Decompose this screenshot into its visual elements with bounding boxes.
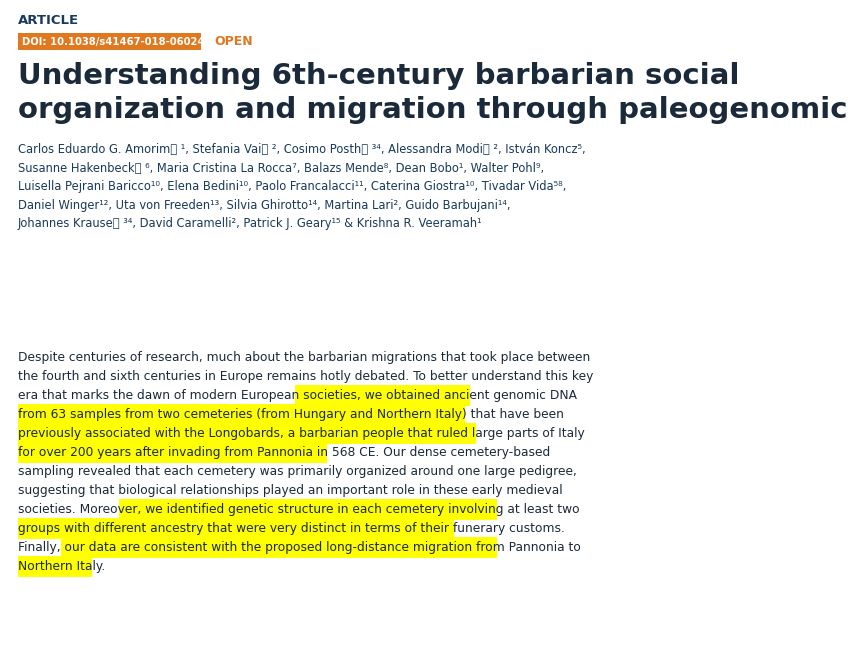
Text: societies. Moreover, we identified genetic structure in each cemetery involving : societies. Moreover, we identified genet…	[18, 503, 580, 516]
Bar	[18, 423, 476, 444]
Text: Finally, our data are consistent with the proposed long-distance migration from : Finally, our data are consistent with th…	[18, 541, 581, 554]
Text: era that marks the dawn of modern European societies, we obtained ancient genomi: era that marks the dawn of modern Europe…	[18, 389, 577, 402]
Bar	[60, 537, 497, 558]
Text: the fourth and sixth centuries in Europe remains hotly debated. To better unders: the fourth and sixth centuries in Europe…	[18, 370, 594, 383]
Text: sampling revealed that each cemetery was primarily organized around one large pe: sampling revealed that each cemetery was…	[18, 465, 577, 478]
Text: Johannes Krauseⓘ ³⁴, David Caramelli², Patrick J. Geary¹⁵ & Krishna R. Veeramah¹: Johannes Krauseⓘ ³⁴, David Caramelli², P…	[18, 217, 483, 230]
Bar	[18, 33, 201, 50]
Text: organization and migration through paleogenomics: organization and migration through paleo…	[18, 96, 848, 124]
Bar	[18, 442, 326, 463]
Text: for over 200 years after invading from Pannonia in 568 CE. Our dense cemetery-ba: for over 200 years after invading from P…	[18, 446, 550, 459]
Text: Daniel Winger¹², Uta von Freeden¹³, Silvia Ghirotto¹⁴, Martina Lari², Guido Barb: Daniel Winger¹², Uta von Freeden¹³, Silv…	[18, 199, 510, 212]
Text: suggesting that biological relationships played an important role in these early: suggesting that biological relationships…	[18, 484, 562, 497]
Text: Luisella Pejrani Baricco¹⁰, Elena Bedini¹⁰, Paolo Francalacci¹¹, Caterina Giostr: Luisella Pejrani Baricco¹⁰, Elena Bedini…	[18, 180, 566, 193]
Text: DOI: 10.1038/s41467-018-06024-4: DOI: 10.1038/s41467-018-06024-4	[22, 36, 215, 46]
Bar	[18, 518, 455, 539]
Text: Understanding 6th-century barbarian social: Understanding 6th-century barbarian soci…	[18, 62, 739, 90]
Text: ARTICLE: ARTICLE	[18, 14, 79, 27]
Text: OPEN: OPEN	[214, 35, 253, 48]
Text: Northern Italy.: Northern Italy.	[18, 560, 105, 573]
Text: Carlos Eduardo G. Amorimⓘ ¹, Stefania Vaiⓘ ², Cosimo Posthⓘ ³⁴, Alessandra Modiⓘ: Carlos Eduardo G. Amorimⓘ ¹, Stefania Va…	[18, 143, 586, 156]
Text: previously associated with the Longobards, a barbarian people that ruled large p: previously associated with the Longobard…	[18, 427, 585, 440]
Text: from 63 samples from two cemeteries (from Hungary and Northern Italy) that have : from 63 samples from two cemeteries (fro…	[18, 408, 564, 421]
Bar	[18, 404, 465, 425]
Text: groups with different ancestry that were very distinct in terms of their funerar: groups with different ancestry that were…	[18, 522, 565, 535]
Bar	[119, 499, 497, 520]
Text: Despite centuries of research, much about the barbarian migrations that took pla: Despite centuries of research, much abou…	[18, 351, 590, 364]
Bar	[18, 556, 92, 577]
Text: Susanne Hakenbeckⓘ ⁶, Maria Cristina La Rocca⁷, Balazs Mende⁸, Dean Bobo¹, Walte: Susanne Hakenbeckⓘ ⁶, Maria Cristina La …	[18, 161, 544, 174]
Bar	[294, 385, 470, 406]
